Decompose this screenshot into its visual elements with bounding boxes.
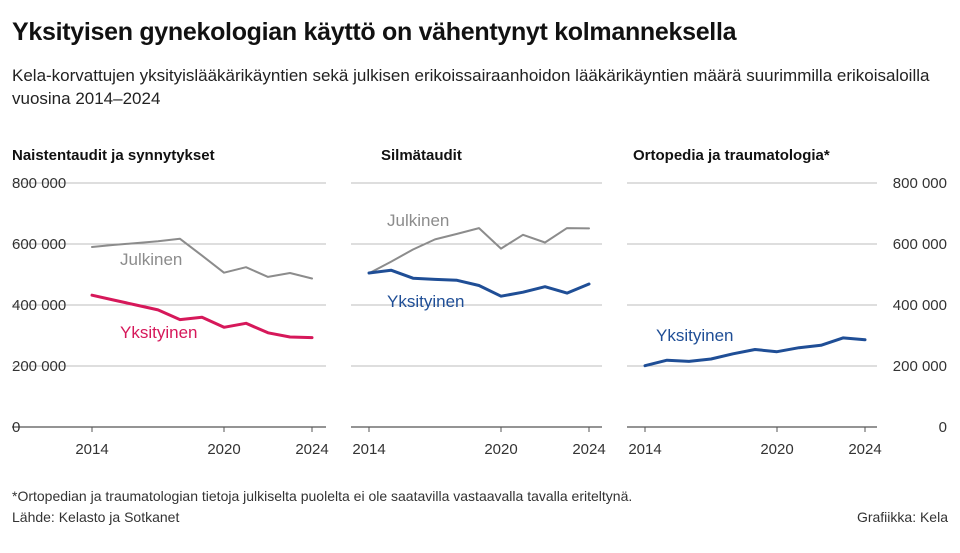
- footnote: *Ortopedian ja traumatologian tietoja ju…: [12, 488, 633, 504]
- y-tick-label: 0: [939, 419, 947, 436]
- x-tick-label: 2014: [352, 441, 385, 458]
- x-tick-label: 2014: [628, 441, 661, 458]
- x-tick-label: 2024: [295, 441, 328, 458]
- chart-subtitle: Kela-korvattujen yksityislääkärikäyntien…: [12, 66, 930, 108]
- series-line-yksityinen: [90, 293, 314, 340]
- chart-panel-3: Ortopedia ja traumatologia* 800 000 600 00…: [627, 147, 947, 458]
- series-label-julkinen: Julkinen: [387, 211, 449, 230]
- x-tick-label: 2014: [75, 441, 108, 458]
- y-tick-label: 200 000: [12, 358, 66, 375]
- x-tick-label: 2020: [760, 441, 793, 458]
- panel-title: Naistentaudit ja synnytykset: [12, 147, 215, 164]
- series-label-yksityinen: Yksityinen: [387, 292, 464, 311]
- y-tick-label: 400 000: [893, 297, 947, 314]
- y-tick-label: 600 000: [893, 236, 947, 253]
- x-tick-label: 2024: [572, 441, 605, 458]
- x-tick-label: 2024: [848, 441, 881, 458]
- x-tick-label: 2020: [484, 441, 517, 458]
- y-tick-label: 600 000: [12, 236, 66, 253]
- y-tick-label: 800 000: [12, 175, 66, 192]
- y-tick-label: 0: [12, 419, 20, 436]
- source-note: Lähde: Kelasto ja Sotkanet: [12, 509, 180, 525]
- chart-panel-1: Naistentaudit ja synnytykset 800 000 600 0…: [12, 147, 329, 458]
- series-line-julkinen: [91, 237, 313, 280]
- graphics-credit: Grafiikka: Kela: [856, 509, 948, 525]
- y-tick-label: 400 000: [12, 297, 66, 314]
- series-line-julkinen: [368, 227, 590, 275]
- y-tick-label: 800 000: [893, 175, 947, 192]
- y-tick-label: 200 000: [893, 358, 947, 375]
- series-label-julkinen: Julkinen: [120, 250, 182, 269]
- series-line-yksityinen: [367, 268, 591, 298]
- chart-title: Yksityisen gynekologian käyttö on vähent…: [12, 18, 737, 46]
- panel-title: Silmätaudit: [381, 147, 462, 164]
- x-tick-label: 2020: [207, 441, 240, 458]
- series-line-yksityinen: [643, 336, 867, 368]
- series-label-yksityinen: Yksityinen: [656, 326, 733, 345]
- series-label-yksityinen: Yksityinen: [120, 323, 197, 342]
- chart-panel-2: Silmätaudit 2014 2020 2024 Julkinen Yksityine…: [351, 147, 606, 458]
- small-multiples-chart: Naistentaudit ja synnytykset 800 000 600 0…: [12, 147, 947, 458]
- panel-title: Ortopedia ja traumatologia*: [633, 147, 830, 164]
